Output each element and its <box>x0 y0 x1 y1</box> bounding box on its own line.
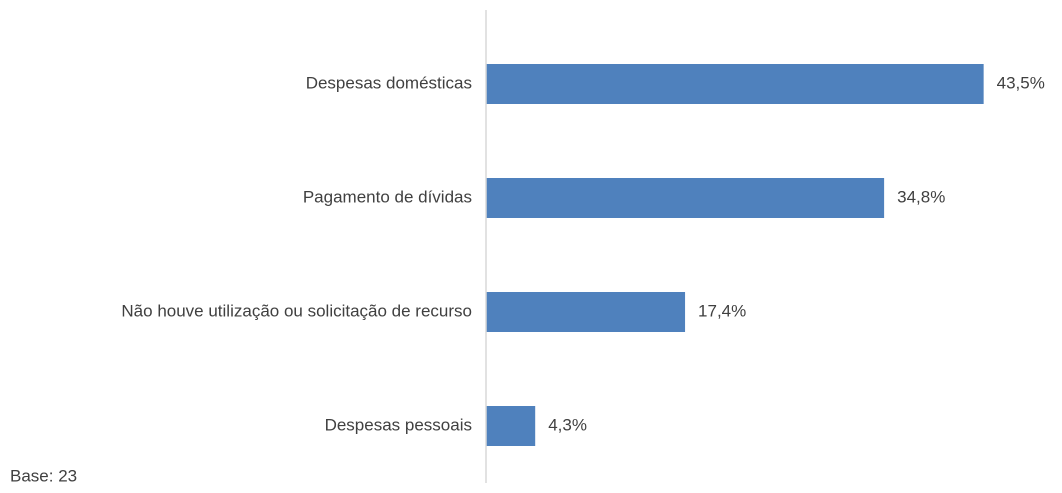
value-label: 4,3% <box>548 415 587 434</box>
category-label: Despesas pessoais <box>325 415 472 434</box>
value-label: 43,5% <box>997 73 1045 92</box>
bar <box>486 178 885 218</box>
value-label: 34,8% <box>897 187 945 206</box>
category-label: Pagamento de dívidas <box>303 187 472 206</box>
value-label: 17,4% <box>698 301 746 320</box>
bar <box>486 64 984 104</box>
category-label: Não houve utilização ou solicitação de r… <box>121 301 472 320</box>
category-label: Despesas domésticas <box>306 73 472 92</box>
bar <box>486 292 686 332</box>
bar <box>486 406 536 446</box>
note: Base: 23 <box>10 466 77 485</box>
